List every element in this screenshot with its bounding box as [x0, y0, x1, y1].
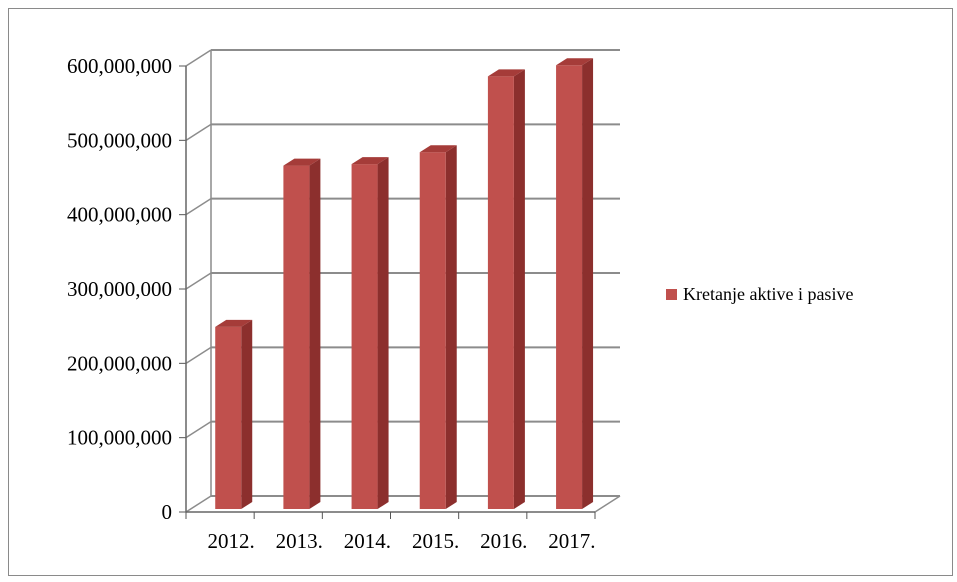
- bar-side: [513, 69, 525, 509]
- bar: [215, 326, 242, 509]
- y-tick-label: 500,000,000: [67, 128, 172, 152]
- x-tick-labels: 2012. 2013. 2014. 2015. 2016. 2017.: [207, 529, 595, 553]
- axes: [179, 65, 621, 519]
- bar: [419, 152, 446, 509]
- gridline-depth: [185, 421, 212, 439]
- x-tick-label: 2017.: [548, 529, 595, 553]
- bar: [283, 165, 310, 509]
- bar: [351, 164, 378, 510]
- bar-top: [556, 58, 594, 66]
- y-tick-labels: 0 100,000,000 200,000,000 300,000,000 400,00…: [67, 54, 172, 524]
- bar-top: [283, 158, 321, 166]
- bar-top: [351, 157, 389, 165]
- gridline-depth: [185, 198, 212, 216]
- gridlines: [185, 49, 620, 513]
- bar: [487, 76, 514, 509]
- bar-top: [419, 145, 457, 153]
- bar-top: [215, 319, 253, 327]
- x-tick-label: 2012.: [207, 529, 254, 553]
- floor-edge: [594, 495, 621, 513]
- legend: Kretanje aktive i pasive: [666, 284, 853, 304]
- bar-side: [309, 158, 321, 509]
- gridline-depth: [185, 123, 212, 141]
- y-tick-label: 600,000,000: [67, 54, 172, 78]
- chart-frame: 0 100,000,000 200,000,000 300,000,000 400,00…: [8, 8, 953, 576]
- x-tick-label: 2016.: [480, 529, 527, 553]
- y-tick-label: 100,000,000: [67, 426, 172, 450]
- gridline-depth: [185, 346, 212, 364]
- gridline-depth: [185, 49, 212, 67]
- gridline-depth: [185, 272, 212, 290]
- bar-side: [377, 157, 389, 510]
- bar: [556, 65, 583, 510]
- y-tick-label: 400,000,000: [67, 203, 172, 227]
- bars: [215, 58, 594, 510]
- x-tick-label: 2013.: [276, 529, 323, 553]
- bar-chart: 0 100,000,000 200,000,000 300,000,000 400,00…: [67, 49, 853, 553]
- bar-side: [241, 319, 253, 509]
- bar-side: [445, 145, 457, 509]
- gridline-depth: [185, 495, 212, 513]
- legend-swatch: [666, 289, 677, 300]
- y-tick-label: 300,000,000: [67, 277, 172, 301]
- bar-side: [582, 58, 594, 509]
- x-tick-label: 2015.: [412, 529, 459, 553]
- x-tick-label: 2014.: [344, 529, 391, 553]
- bar-top: [487, 69, 525, 77]
- legend-label: Kretanje aktive i pasive: [683, 284, 853, 304]
- y-tick-label: 0: [162, 500, 173, 524]
- y-tick-label: 200,000,000: [67, 351, 172, 375]
